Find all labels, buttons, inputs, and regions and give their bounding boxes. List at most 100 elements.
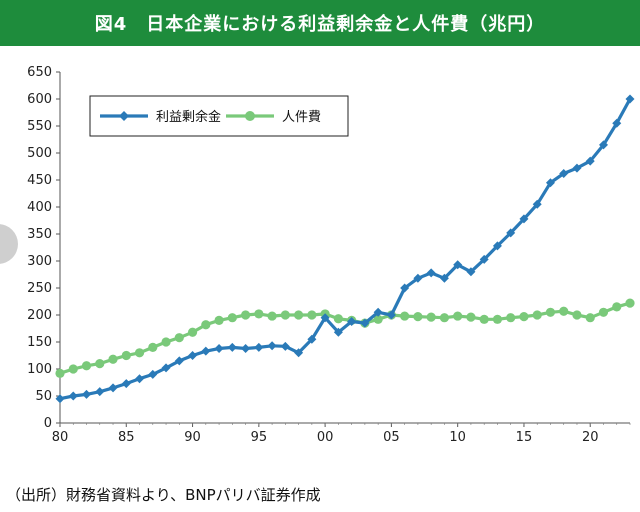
data-point: [400, 283, 410, 293]
data-point: [148, 342, 158, 352]
y-tick-label: 50: [35, 389, 52, 404]
legend-marker: [119, 111, 129, 121]
data-point: [280, 341, 290, 351]
data-point: [188, 351, 198, 360]
chart-area: 0 50 100 150 200 250 300 350 400 450 500 550 600 650 8…: [0, 52, 640, 472]
data-point: [68, 364, 78, 374]
data-point: [135, 374, 145, 384]
y-tick-label: 150: [27, 335, 52, 350]
data-point: [466, 312, 476, 322]
chart-title: 図4 日本企業における利益剰余金と人件費（兆円）: [0, 0, 640, 46]
data-point: [413, 273, 423, 283]
x-tick-label: 05: [383, 430, 400, 445]
data-point: [108, 354, 118, 364]
data-point: [174, 333, 184, 343]
data-point: [333, 314, 343, 324]
data-point: [95, 359, 105, 369]
data-point: [625, 94, 635, 104]
data-point: [506, 228, 516, 238]
x-tick-label: 85: [118, 430, 135, 445]
data-point: [347, 316, 357, 326]
y-tick-label: 100: [27, 362, 52, 377]
y-tick-label: 650: [27, 65, 52, 80]
data-point: [598, 307, 609, 317]
data-point: [453, 260, 463, 270]
y-tick-label: 450: [27, 173, 52, 188]
x-tick-label: 20: [582, 430, 599, 445]
data-point: [267, 341, 277, 351]
data-point: [585, 313, 595, 323]
data-point: [267, 311, 277, 321]
data-point: [214, 315, 224, 325]
data-point: [532, 199, 542, 209]
data-point: [307, 334, 317, 344]
data-point: [386, 310, 396, 320]
data-point: [240, 310, 251, 320]
data-point: [161, 363, 171, 373]
data-point: [55, 394, 65, 404]
data-point: [121, 379, 131, 389]
data-point: [492, 314, 503, 324]
data-point: [598, 140, 608, 150]
data-point: [625, 298, 635, 308]
data-point: [82, 389, 92, 399]
data-point: [108, 383, 118, 393]
x-tick-label: 15: [516, 430, 533, 445]
data-point: [254, 342, 264, 352]
data-point: [572, 310, 582, 320]
data-point: [519, 312, 529, 322]
series-line-0: [59, 98, 632, 401]
data-point: [121, 350, 131, 361]
line-chart: 0501001502002503003504004505005506006508…: [27, 65, 635, 445]
data-point: [559, 306, 569, 316]
data-point: [254, 309, 264, 319]
series-line-1: [59, 301, 631, 375]
data-point: [134, 348, 145, 358]
data-point: [612, 302, 622, 312]
legend-label: 利益剰余金: [156, 109, 221, 125]
source-note: （出所）財務省資料より、BNPパリバ証券作成: [6, 486, 321, 504]
data-point: [453, 311, 463, 321]
data-point: [545, 307, 556, 317]
y-tick-label: 500: [27, 146, 52, 161]
legend-label: 人件費: [282, 110, 321, 125]
y-tick-label: 250: [27, 281, 52, 296]
data-point: [227, 342, 237, 352]
data-point: [439, 273, 449, 283]
data-point: [532, 310, 542, 320]
data-point: [585, 156, 595, 166]
y-tick-label: 300: [27, 254, 52, 269]
y-tick-label: 600: [27, 92, 52, 107]
x-tick-label: 80: [52, 430, 69, 445]
data-point: [360, 318, 370, 328]
data-point: [373, 307, 383, 317]
data-point: [280, 310, 290, 320]
data-point: [612, 118, 622, 128]
x-tick-label: 10: [449, 430, 466, 445]
data-point: [307, 310, 317, 320]
data-point: [161, 337, 171, 347]
data-point: [572, 163, 582, 173]
data-point: [68, 391, 78, 401]
data-point: [439, 313, 450, 323]
data-point: [320, 313, 330, 323]
data-point: [413, 312, 423, 322]
y-tick-label: 350: [27, 227, 52, 242]
data-point: [294, 310, 304, 320]
data-point: [201, 320, 211, 330]
data-point: [506, 313, 516, 323]
data-point: [426, 268, 436, 278]
x-tick-label: 90: [184, 430, 201, 445]
x-tick-label: 00: [317, 430, 334, 445]
y-tick-label: 0: [44, 416, 52, 431]
y-tick-label: 200: [27, 308, 52, 323]
data-point: [294, 348, 304, 358]
decorative-circle: [0, 224, 18, 264]
legend-marker: [245, 111, 255, 121]
data-point: [559, 169, 569, 179]
data-point: [201, 346, 211, 356]
data-point: [55, 368, 65, 378]
data-point: [241, 343, 251, 353]
data-point: [479, 314, 489, 324]
y-tick-label: 400: [27, 200, 52, 215]
